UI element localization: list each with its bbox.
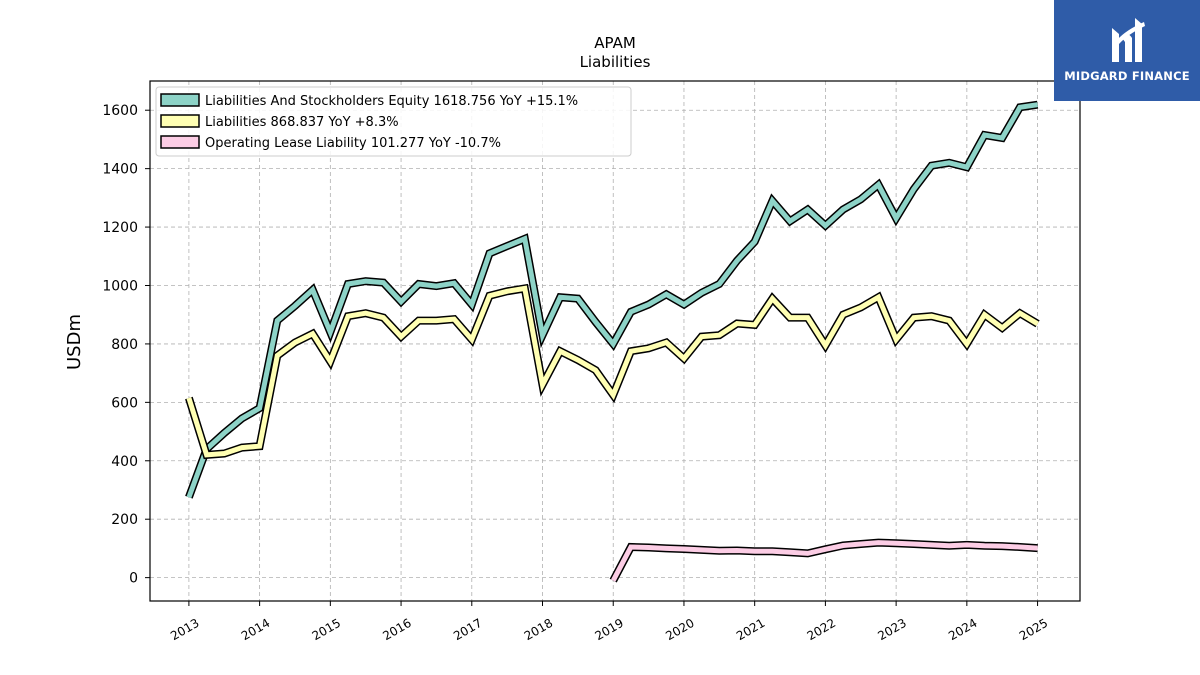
x-tick-label: 2013 bbox=[168, 616, 201, 643]
legend-swatch bbox=[160, 114, 200, 128]
chart-subtitle: Liabilities bbox=[580, 53, 651, 71]
series-2 bbox=[185, 283, 1040, 460]
y-tick-label: 1400 bbox=[102, 162, 138, 178]
axes: 0 200 400 600 800 1000 1200 1400 1600 2013 2014 201… bbox=[102, 103, 1050, 643]
y-tick-label: 1600 bbox=[102, 103, 138, 119]
y-tick-label: 200 bbox=[111, 512, 138, 528]
brand-mark-icon bbox=[1112, 18, 1145, 62]
brand-name: MIDGARD FINANCE bbox=[1064, 69, 1190, 83]
x-tick-label: 2025 bbox=[1017, 616, 1050, 643]
legend-item: Liabilities 868.837 YoY +8.3% bbox=[160, 114, 399, 130]
legend-box bbox=[155, 86, 632, 157]
y-tick-label: 800 bbox=[111, 337, 138, 353]
x-tick-label: 2021 bbox=[734, 616, 767, 643]
legend-label: Liabilities And Stockholders Equity 1618… bbox=[205, 94, 578, 109]
x-tick-label: 2018 bbox=[522, 616, 555, 643]
x-tick-label: 2020 bbox=[663, 616, 696, 643]
series-1 bbox=[185, 100, 1039, 499]
y-axis-label: USDm bbox=[64, 314, 85, 370]
x-tick-label: 2022 bbox=[805, 616, 838, 643]
legend: Liabilities And Stockholders Equity 1618… bbox=[155, 86, 632, 157]
y-tick-label: 1000 bbox=[102, 278, 138, 294]
x-tick-label: 2019 bbox=[593, 616, 626, 643]
y-tick-label: 400 bbox=[111, 454, 138, 470]
series-3 bbox=[609, 538, 1038, 583]
series-line bbox=[186, 285, 1039, 458]
brand-logo: MIDGARD FINANCE bbox=[1054, 0, 1200, 101]
legend-item: Liabilities And Stockholders Equity 1618… bbox=[160, 93, 578, 109]
legend-label: Operating Lease Liability 101.277 YoY -1… bbox=[205, 136, 501, 151]
legend-label: Liabilities 868.837 YoY +8.3% bbox=[205, 115, 399, 130]
x-tick-label: 2024 bbox=[946, 616, 979, 643]
legend-swatch bbox=[160, 93, 200, 107]
legend-item: Operating Lease Liability 101.277 YoY -1… bbox=[160, 135, 501, 151]
x-tick-label: 2014 bbox=[239, 616, 272, 643]
plot-frame bbox=[149, 80, 1081, 602]
y-tick-label: 1200 bbox=[102, 220, 138, 236]
legend-swatch bbox=[160, 135, 200, 149]
x-tick-label: 2015 bbox=[310, 616, 343, 643]
chart-title: APAM bbox=[594, 34, 636, 52]
x-tick-label: 2016 bbox=[380, 616, 413, 643]
series-layer bbox=[185, 100, 1040, 583]
series-line bbox=[186, 102, 1038, 499]
x-tick-label: 2017 bbox=[451, 616, 484, 643]
y-tick-label: 0 bbox=[129, 571, 138, 587]
series-line bbox=[610, 540, 1038, 582]
y-tick-label: 600 bbox=[111, 395, 138, 411]
x-tick-label: 2023 bbox=[875, 616, 908, 643]
